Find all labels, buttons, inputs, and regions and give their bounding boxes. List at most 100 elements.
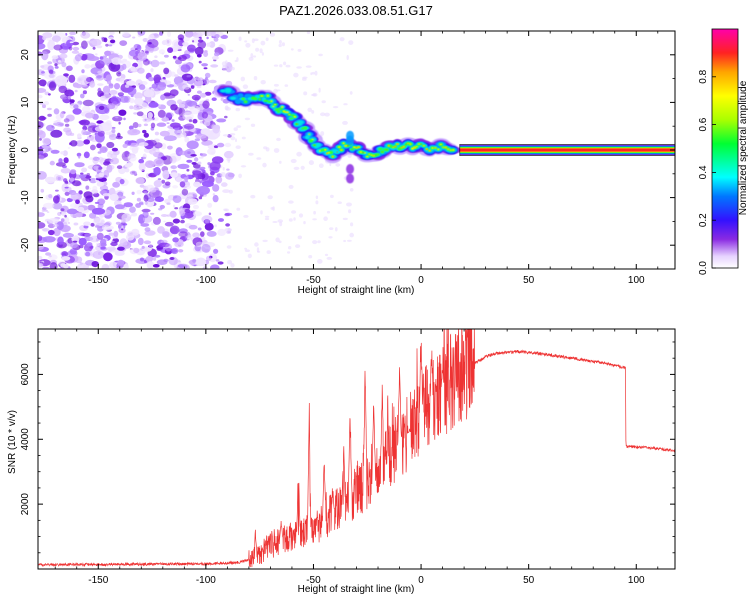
noise-blob xyxy=(132,129,138,133)
noise-blob xyxy=(122,143,128,149)
noise-blob xyxy=(92,250,105,259)
noise-blob xyxy=(50,149,60,154)
noise-blob xyxy=(144,118,147,121)
noise-blob xyxy=(81,69,85,74)
noise-blob xyxy=(200,128,211,136)
noise-blob xyxy=(42,236,56,243)
noise-blob-faint xyxy=(320,112,326,117)
noise-blob xyxy=(133,247,140,254)
noise-blob xyxy=(110,96,122,104)
noise-blob xyxy=(159,204,165,209)
noise-blob xyxy=(180,131,187,138)
noise-blob xyxy=(98,105,105,110)
noise-blob-faint xyxy=(279,221,283,227)
noise-blob xyxy=(48,81,57,91)
noise-blob-faint xyxy=(263,146,268,150)
noise-blob-faint xyxy=(272,221,278,223)
noise-blob xyxy=(106,246,116,251)
noise-blob xyxy=(131,228,140,236)
noise-blob xyxy=(136,197,141,202)
noise-blob xyxy=(106,141,115,149)
noise-blob xyxy=(106,103,116,110)
noise-blob xyxy=(116,266,121,269)
noise-blob xyxy=(177,260,181,263)
spectrogram-x-tick-label: -100 xyxy=(196,275,216,286)
noise-blob xyxy=(38,212,45,217)
noise-blob xyxy=(197,227,202,231)
noise-blob xyxy=(182,84,191,90)
noise-blob xyxy=(109,193,119,201)
noise-blob xyxy=(95,53,98,56)
noise-blob-faint xyxy=(296,66,302,69)
noise-blob xyxy=(69,90,74,97)
noise-blob xyxy=(49,160,55,166)
noise-blob xyxy=(184,208,191,214)
noise-blob xyxy=(218,218,224,222)
noise-blob xyxy=(144,201,148,205)
noise-blob xyxy=(59,111,65,119)
noise-blob-faint xyxy=(303,91,308,96)
noise-blob-faint xyxy=(279,160,282,164)
noise-blob xyxy=(109,31,115,36)
noise-blob xyxy=(70,169,77,175)
signal-blob xyxy=(296,123,298,125)
noise-blob xyxy=(137,237,144,246)
noise-blob xyxy=(173,76,184,85)
noise-blob xyxy=(85,251,91,257)
noise-blob xyxy=(82,125,88,131)
noise-blob xyxy=(38,171,47,180)
signal-blob xyxy=(375,154,377,156)
noise-blob xyxy=(70,242,78,249)
noise-blob xyxy=(172,237,179,243)
noise-blob xyxy=(185,31,193,37)
noise-blob-faint xyxy=(256,157,262,160)
noise-blob-faint xyxy=(308,255,313,259)
spectrogram-y-ticks: -20 -10 0 10 20 xyxy=(20,30,675,270)
signal-blob xyxy=(381,151,383,153)
noise-blob xyxy=(118,109,127,116)
signal-smear xyxy=(346,130,355,141)
noise-blob xyxy=(186,168,190,172)
noise-blob xyxy=(125,84,130,88)
signal-blob xyxy=(409,143,411,145)
noise-blob xyxy=(204,72,211,78)
noise-blob xyxy=(128,142,139,147)
signal-blob xyxy=(452,149,455,151)
noise-blob xyxy=(157,178,162,181)
noise-blob xyxy=(180,219,185,224)
noise-blob xyxy=(38,244,44,251)
noise-blob xyxy=(62,178,68,183)
noise-blob xyxy=(161,117,169,122)
noise-blob-faint xyxy=(247,253,252,259)
noise-blob xyxy=(54,66,59,69)
noise-blob xyxy=(43,101,50,106)
noise-blob-faint xyxy=(293,72,299,78)
noise-blob xyxy=(204,76,208,81)
noise-blob xyxy=(64,186,69,189)
noise-blob xyxy=(38,235,43,242)
noise-blob xyxy=(102,85,111,95)
noise-blob xyxy=(188,224,198,230)
noise-blob-faint xyxy=(326,256,333,260)
noise-blob xyxy=(66,208,78,215)
noise-blob xyxy=(52,202,63,210)
noise-blob xyxy=(154,142,163,149)
noise-blob xyxy=(169,257,175,260)
noise-blob-faint xyxy=(317,259,323,264)
noise-blob xyxy=(64,214,67,218)
noise-blob xyxy=(152,257,157,261)
noise-blob xyxy=(129,105,134,110)
noise-blob xyxy=(227,172,235,178)
noise-blob xyxy=(97,109,102,114)
noise-blob-faint xyxy=(303,221,306,225)
noise-blob xyxy=(181,81,184,85)
snr-x-tick-label: -150 xyxy=(88,575,108,586)
noise-blob xyxy=(92,185,98,191)
noise-blob xyxy=(164,112,174,118)
noise-blob xyxy=(58,85,68,94)
spectrogram-x-label: Height of straight line (km) xyxy=(298,285,415,296)
noise-blob xyxy=(72,180,82,187)
snr-x-tick-label: 0 xyxy=(418,575,424,586)
noise-blob-faint xyxy=(235,145,241,149)
